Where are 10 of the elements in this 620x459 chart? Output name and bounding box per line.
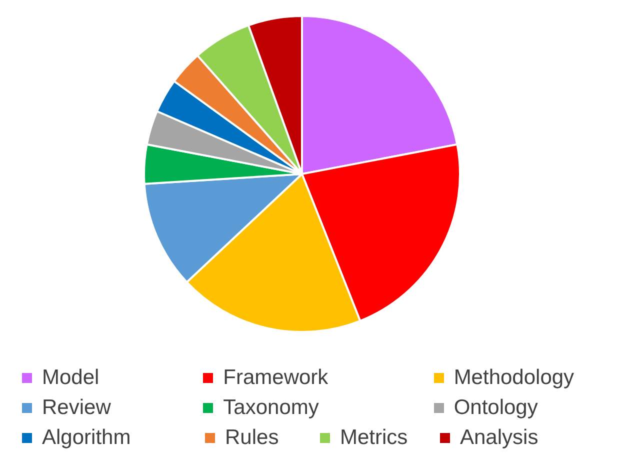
legend-label: Rules <box>225 426 279 450</box>
legend-label: Model <box>42 366 100 390</box>
legend-label: Algorithm <box>42 426 131 450</box>
legend-label: Ontology <box>454 396 538 420</box>
legend-label: Methodology <box>454 366 574 390</box>
legend-label: Metrics <box>340 426 408 450</box>
legend-label: Taxonomy <box>223 396 319 420</box>
legend-label: Analysis <box>460 426 538 450</box>
legend-label: Framework <box>223 366 328 390</box>
legend-label: Review <box>42 396 111 420</box>
